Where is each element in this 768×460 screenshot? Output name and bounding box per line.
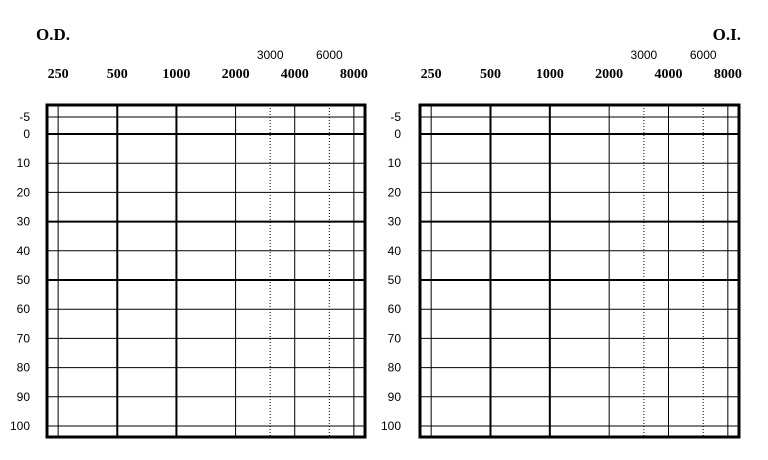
db-tick-label: 70 [17,331,31,345]
ear-title: O.D. [36,25,70,44]
db-tick-label: 40 [388,244,402,258]
db-tick-label: 50 [17,273,31,287]
db-tick-label: 60 [388,302,402,316]
freq-tick-label: 8000 [714,67,742,82]
freq-tick-label: 1000 [536,67,564,82]
freq-tick-label: 250 [48,67,69,82]
plot-frame [45,103,367,439]
freq-tick-label: 2000 [595,67,623,82]
db-tick-label: 50 [388,273,402,287]
freq-tick-label: 500 [480,67,501,82]
db-tick-label: 0 [23,127,30,141]
db-tick-label: 10 [17,156,31,170]
freq-minor-tick-label: 6000 [690,48,717,62]
db-tick-label: 90 [17,390,31,404]
freq-tick-label: 1000 [162,67,190,82]
db-tick-label: 60 [17,302,31,316]
freq-tick-label: 500 [107,67,128,82]
db-tick-label: 10 [388,156,402,170]
db-tick-label: 30 [17,215,31,229]
freq-tick-label: 4000 [281,67,309,82]
db-tick-label: 30 [388,215,402,229]
db-tick-label: 90 [388,390,402,404]
freq-tick-label: 8000 [340,67,368,82]
db-tick-label: 0 [394,127,401,141]
freq-minor-tick-label: 6000 [316,48,343,62]
audiogram-left-ear: O.I. -5 0 10 20 30 40 50 60 70 80 90 100 250 500 1000 20… [381,25,742,439]
ear-title: O.I. [713,25,741,44]
freq-tick-label: 2000 [222,67,250,82]
db-tick-label: 80 [388,361,402,375]
db-tick-label: 40 [17,244,31,258]
plot-frame [418,103,741,439]
db-tick-label: 20 [17,185,31,199]
db-tick-label: 100 [381,419,401,433]
db-tick-label: 80 [17,361,31,375]
audiogram-right-ear: O.D. -5 0 10 20 30 40 50 60 70 80 90 100 250 500 1000 20… [10,25,368,439]
freq-minor-tick-label: 3000 [257,48,284,62]
db-tick-label: -5 [390,110,401,124]
freq-minor-tick-label: 3000 [631,48,658,62]
db-tick-label: 70 [388,331,402,345]
db-tick-label: -5 [19,110,30,124]
freq-tick-label: 4000 [655,67,683,82]
db-tick-label: 100 [10,419,30,433]
freq-tick-label: 250 [421,67,442,82]
db-tick-label: 20 [388,185,402,199]
